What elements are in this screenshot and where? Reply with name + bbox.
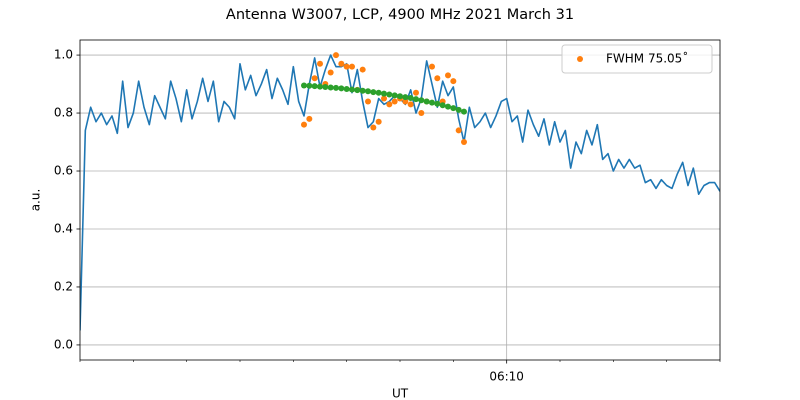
data-point xyxy=(423,98,430,105)
data-point xyxy=(450,78,457,85)
data-point xyxy=(333,52,339,59)
data-point xyxy=(343,63,350,70)
data-point xyxy=(327,84,334,91)
data-point xyxy=(338,85,345,92)
x-axis-label: UT xyxy=(392,387,409,400)
data-point xyxy=(402,98,409,105)
legend-label: FWHM 75.05˚ xyxy=(606,51,688,66)
data-point xyxy=(311,75,318,82)
data-point xyxy=(439,102,446,109)
data-point xyxy=(386,91,393,98)
legend-box xyxy=(561,44,713,74)
data-point xyxy=(413,89,419,96)
data-point xyxy=(317,83,323,90)
data-point xyxy=(370,89,377,96)
data-point xyxy=(402,94,409,101)
data-point xyxy=(306,82,313,89)
y-tick-label: 0.4 xyxy=(54,221,73,235)
data-point xyxy=(365,98,371,105)
data-point xyxy=(327,69,334,76)
data-point xyxy=(317,60,323,67)
data-point xyxy=(349,86,355,93)
data-point xyxy=(429,63,435,70)
legend-marker xyxy=(577,56,583,62)
plot-area xyxy=(80,52,720,331)
y-tick-label: 1.0 xyxy=(54,48,73,62)
data-point xyxy=(407,94,414,101)
data-point xyxy=(301,82,307,89)
data-point xyxy=(445,72,451,79)
data-point xyxy=(359,87,366,94)
data-point xyxy=(386,101,393,108)
y-tick-label: 0.0 xyxy=(54,337,73,351)
data-point xyxy=(461,108,467,115)
data-point xyxy=(429,99,435,106)
data-point xyxy=(434,75,441,82)
data-point xyxy=(381,95,387,102)
data-point xyxy=(306,115,313,122)
data-point xyxy=(370,124,377,131)
data-point xyxy=(445,103,451,110)
data-point xyxy=(407,101,414,108)
data-point xyxy=(338,60,345,67)
data-point xyxy=(418,97,425,104)
y-tick-label: 0.2 xyxy=(54,279,73,293)
data-point xyxy=(455,106,462,113)
data-point xyxy=(375,89,382,96)
data-point xyxy=(461,139,467,146)
data-point xyxy=(365,88,371,95)
data-point xyxy=(333,84,339,91)
y-tick-label: 0.8 xyxy=(54,106,73,120)
data-point xyxy=(354,87,361,94)
data-point xyxy=(375,118,382,125)
data-point xyxy=(397,93,403,100)
data-point xyxy=(413,96,419,103)
x-tick-label: 06:10 xyxy=(489,370,524,384)
y-axis-label: a.u. xyxy=(29,189,43,212)
data-point xyxy=(381,90,387,97)
data-point xyxy=(349,63,355,70)
data-point xyxy=(322,83,329,90)
axes-frame xyxy=(79,39,721,361)
y-tick-label: 0.6 xyxy=(54,164,73,178)
chart-title: Antenna W3007, LCP, 4900 MHz 2021 March … xyxy=(226,7,574,23)
data-point xyxy=(391,92,398,99)
data-point xyxy=(450,105,457,112)
data-point xyxy=(311,83,318,90)
data-point xyxy=(343,85,350,92)
data-point xyxy=(359,66,366,73)
data-point xyxy=(418,110,425,117)
data-point xyxy=(391,98,398,105)
data-point xyxy=(301,121,307,128)
data-point xyxy=(455,127,462,134)
data-point xyxy=(434,100,441,107)
